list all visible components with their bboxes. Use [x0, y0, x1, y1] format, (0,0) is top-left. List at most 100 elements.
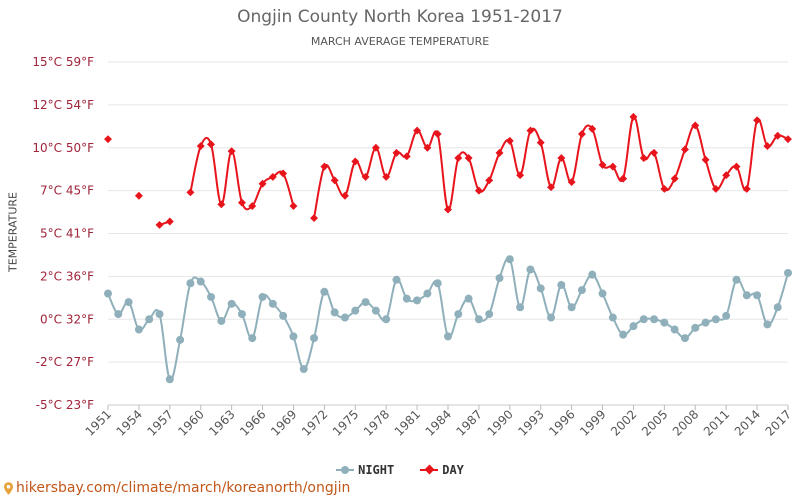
- series-day: [104, 112, 792, 229]
- x-tick-label: 1957: [144, 407, 175, 438]
- data-point-night: [392, 275, 401, 284]
- data-point-day: [784, 135, 792, 144]
- legend-item-day[interactable]: DAY: [420, 463, 464, 477]
- x-tick-label: 2017: [763, 407, 794, 438]
- data-point-night: [763, 320, 772, 329]
- data-point-day: [258, 179, 267, 188]
- data-point-night: [237, 310, 246, 319]
- data-point-night: [413, 296, 422, 305]
- data-point-day: [536, 138, 545, 147]
- location-pin-icon: [4, 481, 13, 495]
- data-point-day: [382, 172, 391, 181]
- x-tick-label: 2005: [639, 407, 670, 438]
- data-point-night: [619, 330, 628, 339]
- y-tick-label: 15°C 59°F: [32, 55, 94, 69]
- data-point-day: [732, 162, 741, 171]
- data-point-night: [547, 313, 556, 322]
- series-line-day: [313, 115, 789, 219]
- data-point-night: [371, 306, 380, 315]
- data-point-night: [680, 334, 689, 343]
- data-point-night: [351, 306, 360, 315]
- x-tick-label: 1960: [175, 407, 206, 438]
- data-point-day: [330, 176, 339, 185]
- data-point-night: [505, 255, 514, 264]
- data-point-night: [598, 289, 607, 298]
- data-point-day: [423, 143, 432, 152]
- data-point-night: [248, 334, 257, 343]
- data-point-day: [207, 140, 215, 149]
- data-point-night: [588, 270, 597, 279]
- data-point-night: [258, 292, 267, 301]
- data-point-day: [722, 171, 731, 180]
- data-point-night: [382, 315, 391, 324]
- data-point-day: [361, 172, 370, 181]
- source-link[interactable]: hikersbay.com/climate/march/koreanorth/o…: [4, 480, 350, 496]
- data-point-night: [196, 277, 205, 286]
- data-point-day: [742, 184, 751, 193]
- data-point-night: [753, 291, 762, 300]
- data-point-night: [495, 274, 504, 283]
- data-point-day: [681, 145, 689, 154]
- data-point-night: [320, 287, 329, 296]
- data-point-night: [279, 311, 288, 320]
- data-point-night: [773, 303, 782, 312]
- data-point-night: [114, 310, 123, 319]
- data-point-night: [186, 279, 195, 288]
- data-point-night: [629, 322, 638, 331]
- x-tick-label: 1975: [330, 407, 361, 438]
- data-point-night: [742, 291, 751, 300]
- data-point-night: [145, 315, 154, 324]
- data-point-day: [660, 184, 669, 193]
- data-point-night: [165, 375, 174, 384]
- y-tick-label: 2°C 36°F: [40, 269, 94, 283]
- data-point-night: [464, 294, 473, 303]
- data-point-day: [237, 198, 246, 207]
- legend-marker-day: [420, 464, 439, 475]
- data-point-day: [320, 162, 329, 171]
- data-point-day: [650, 148, 659, 157]
- data-point-night: [134, 325, 143, 334]
- data-point-day: [227, 147, 236, 156]
- y-tick-label: -2°C 27°F: [36, 355, 94, 369]
- x-tick-label: 2014: [732, 407, 763, 438]
- data-point-day: [217, 200, 226, 209]
- data-point-day: [104, 135, 112, 144]
- data-point-night: [423, 289, 432, 298]
- data-point-night: [402, 294, 411, 303]
- data-point-day: [433, 130, 442, 138]
- data-point-day: [547, 183, 555, 192]
- y-tick-label: 7°C 45°F: [40, 184, 94, 198]
- data-point-day: [505, 136, 514, 145]
- data-point-night: [474, 315, 483, 324]
- data-point-night: [104, 289, 112, 298]
- data-point-night: [650, 315, 659, 324]
- data-point-day: [341, 191, 349, 200]
- x-tick-label: 1954: [114, 407, 145, 438]
- y-tick-label: 0°C 32°F: [40, 312, 94, 326]
- data-point-night: [639, 315, 648, 324]
- x-tick-label: 2008: [670, 407, 701, 438]
- x-tick-label: 1972: [299, 407, 330, 438]
- data-point-day: [351, 157, 360, 166]
- data-point-night: [299, 364, 308, 373]
- chart-legend: NIGHT DAY: [0, 463, 800, 477]
- x-tick-label: 1963: [206, 407, 237, 438]
- data-point-day: [268, 172, 277, 181]
- legend-item-night[interactable]: NIGHT: [336, 463, 394, 477]
- data-point-night: [340, 313, 349, 322]
- data-point-night: [310, 334, 319, 343]
- data-point-night: [732, 275, 741, 284]
- data-point-night: [567, 303, 576, 312]
- x-tick-label: 1990: [484, 407, 515, 438]
- data-point-day: [289, 202, 298, 211]
- data-point-night: [155, 310, 164, 319]
- source-url: hikersbay.com/climate/march/koreanorth/o…: [16, 480, 351, 496]
- data-point-day: [248, 202, 257, 211]
- data-point-night: [660, 318, 669, 327]
- data-point-night: [711, 315, 720, 324]
- data-point-night: [577, 286, 586, 295]
- data-point-day: [567, 178, 576, 187]
- data-point-night: [722, 311, 731, 320]
- x-tick-label: 1987: [454, 407, 485, 438]
